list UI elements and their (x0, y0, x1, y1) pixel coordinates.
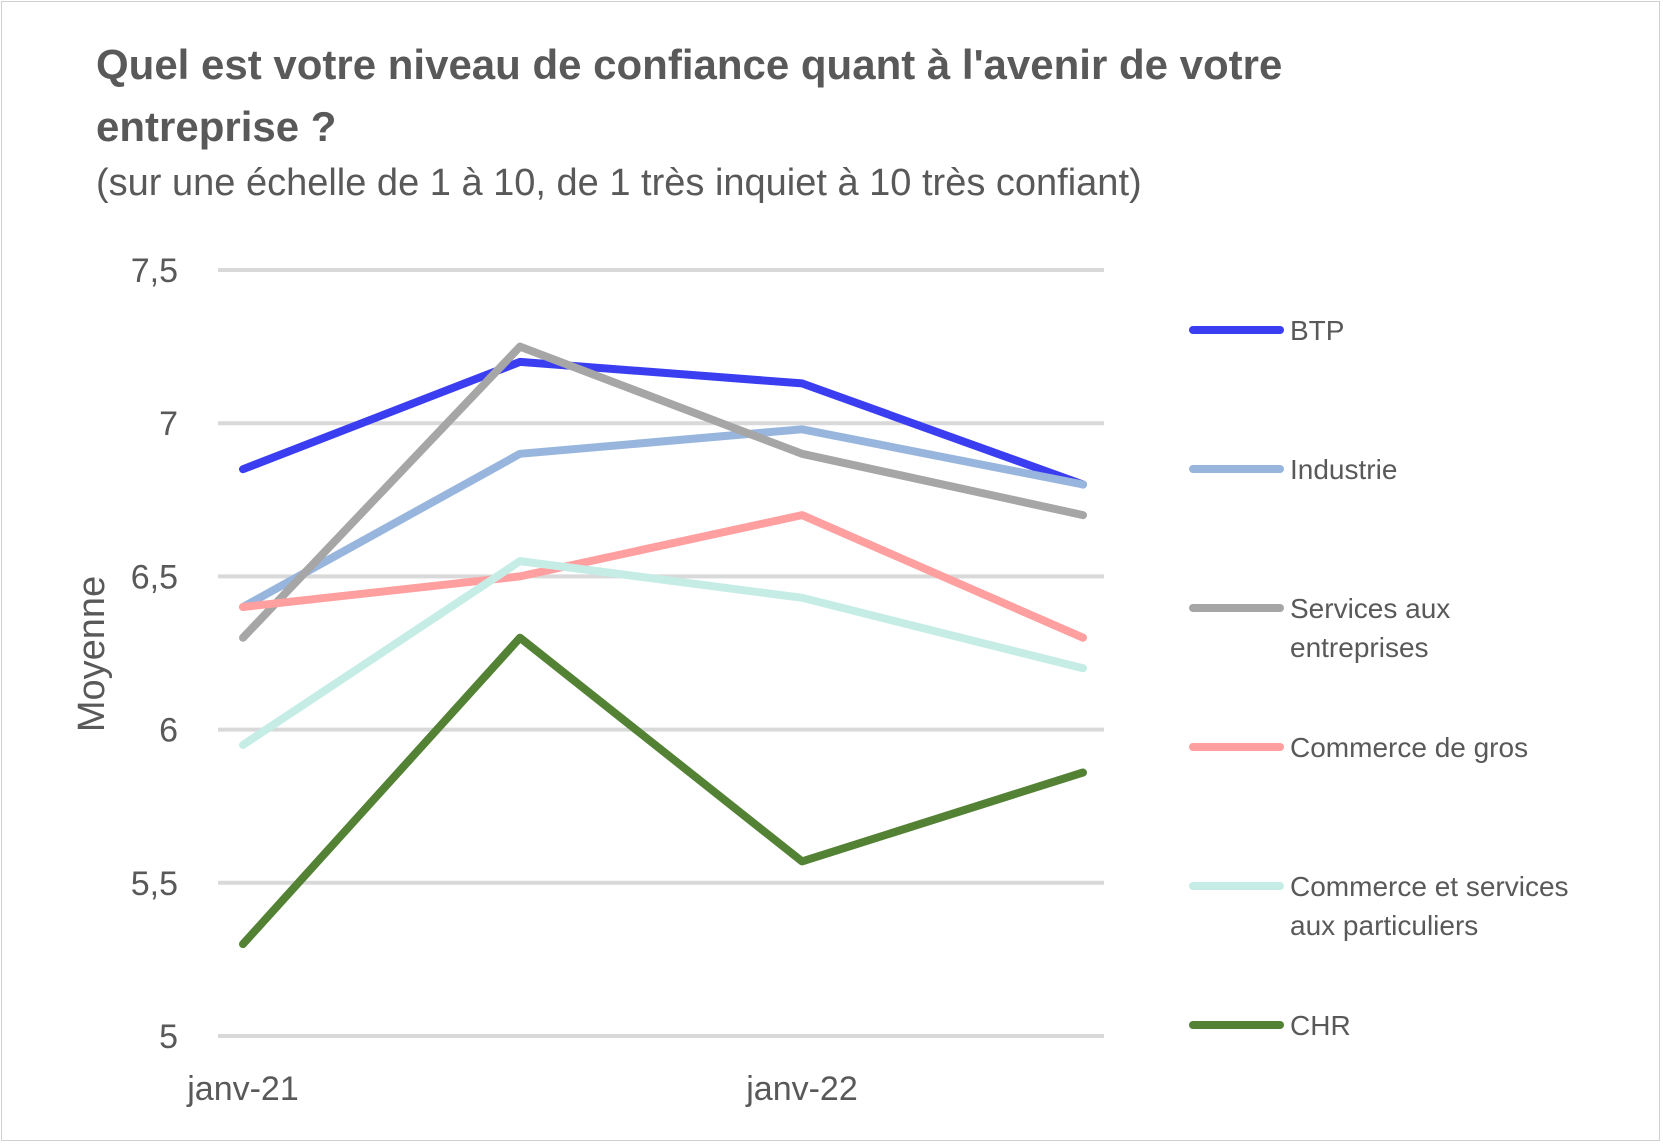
x-tick-label: janv-21 (186, 1070, 299, 1108)
y-axis-title: Moyenne (71, 576, 113, 732)
series-lines (239, 342, 1087, 949)
legend-entry: Commerce et services aux particuliers (1290, 871, 1569, 941)
chart-subtitle: (sur une échelle de 1 à 10, de 1 très in… (96, 162, 1142, 204)
legend: BTP Industrie Services aux entreprises Comme… (1189, 315, 1569, 1041)
series-line (239, 425, 1087, 611)
x-tick-label: janv-22 (745, 1070, 858, 1108)
y-tick-label: 5 (159, 1018, 178, 1056)
chart-title: Quel est votre niveau de confiance quant… (96, 41, 1283, 150)
series-line (239, 633, 1087, 949)
series-line (239, 342, 1087, 642)
legend-entry: Services aux entreprises (1290, 593, 1450, 663)
y-tick-label: 7,5 (131, 252, 178, 290)
series-line (239, 511, 1087, 642)
series-line (239, 557, 1087, 749)
y-tick-label: 6 (159, 712, 178, 750)
y-tick-labels: 5 5,5 6 6,5 7 7,5 (131, 252, 178, 1056)
x-tick-labels: janv-21 janv-22 (186, 1070, 858, 1108)
y-tick-label: 5,5 (131, 865, 178, 903)
legend-entry: CHR (1290, 1010, 1351, 1041)
legend-entry: BTP (1290, 315, 1344, 346)
y-tick-label: 6,5 (131, 558, 178, 596)
legend-entry: Industrie (1290, 454, 1397, 485)
legend-entry: Commerce de gros (1290, 732, 1528, 763)
gridlines (218, 268, 1104, 1038)
series-line (239, 357, 1087, 489)
y-tick-label: 7 (159, 405, 178, 443)
